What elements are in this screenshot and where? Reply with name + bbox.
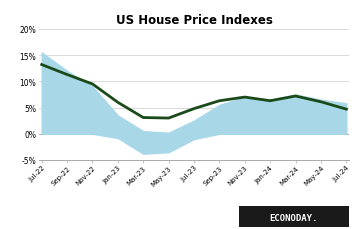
Text: ECONODAY.: ECONODAY.	[269, 213, 318, 222]
Title: US House Price Indexes: US House Price Indexes	[116, 14, 272, 27]
